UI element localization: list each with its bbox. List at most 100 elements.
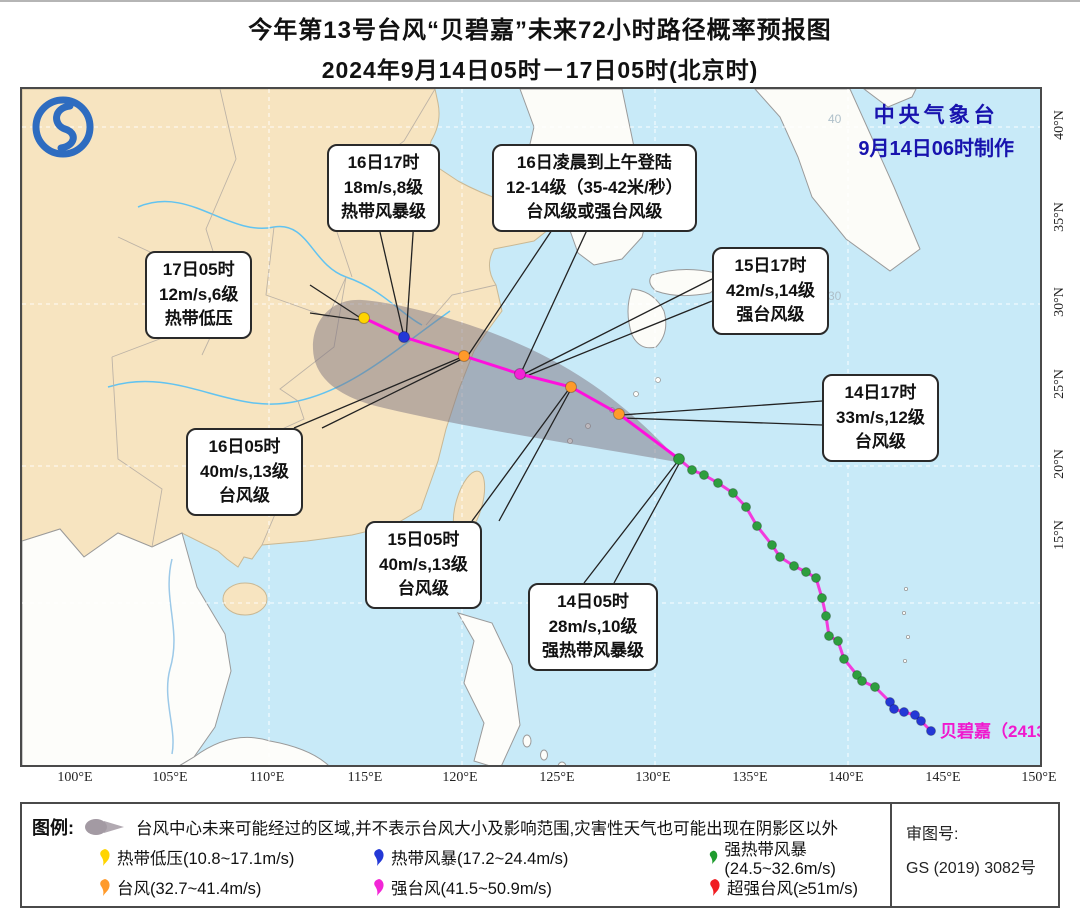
philippine-islet — [557, 761, 567, 765]
x-tick: 125°E — [539, 770, 575, 785]
y-tick: 40°N — [1052, 110, 1067, 140]
y-tick: 35°N — [1052, 202, 1067, 232]
x-tick: 105°E — [152, 770, 188, 785]
callout-15d05h: 15日05时 40m/s,13级 台风级 — [365, 521, 482, 609]
x-tick: 145°E — [925, 770, 961, 785]
longitude-axis: 100°E 105°E 110°E 115°E 120°E 125°E 130°… — [20, 770, 1056, 794]
philippine-islet — [540, 749, 548, 761]
x-tick: 150°E — [1021, 770, 1057, 785]
page-subtitle: 2024年9月14日05时－17日05时(北京时) — [321, 57, 759, 83]
track-point-sts — [775, 552, 785, 562]
legend-item-td: 热带低压(10.8~17.1m/s) — [32, 845, 372, 869]
td-marker-icon — [100, 848, 110, 866]
issue-time: 9月14日06时制作 — [858, 138, 1014, 160]
callout-17d05h: 17日05时 12m/s,6级 热带低压 — [145, 251, 253, 339]
track-point-sts — [839, 654, 849, 664]
track-point-sty — [514, 368, 526, 380]
title-block: 今年第13号台风“贝碧嘉”未来72小时路径概率预报图 2024年9月14日05时… — [0, 10, 1080, 85]
track-point-sts — [821, 611, 831, 621]
track-point-ts — [885, 697, 895, 707]
track-point-sts — [699, 470, 709, 480]
legend-item-ty: 台风(32.7~41.4m/s) — [32, 875, 372, 899]
review-label: 审图号: — [906, 826, 959, 843]
indochina-landmass — [22, 528, 232, 765]
track-point-ts — [398, 331, 410, 343]
callout-16d17h: 16日17时 18m/s,8级 热带风暴级 — [327, 144, 440, 232]
forecast-map: 40 30 20 — [20, 87, 1042, 767]
track-point-ts — [899, 707, 909, 717]
track-point-ts — [889, 704, 899, 714]
x-tick: 110°E — [249, 770, 285, 785]
page-title: 今年第13号台风“贝碧嘉”未来72小时路径概率预报图 — [248, 17, 832, 44]
y-tick: 20°N — [1052, 449, 1067, 479]
ty-marker-icon — [100, 878, 110, 896]
typhoon-tracks — [358, 312, 936, 736]
track-point-td — [358, 312, 370, 324]
track-point-sts — [673, 453, 685, 465]
map-review-number: 审图号: GS (2019) 3082号 — [890, 804, 1058, 906]
cone-legend-icon — [85, 819, 124, 835]
legend-item-super-ty: 超强台风(≥51m/s) — [708, 875, 880, 899]
track-point-sts — [811, 573, 821, 583]
legend-item-sty: 强台风(41.5~50.9m/s) — [372, 875, 708, 899]
track-point-ty — [458, 350, 470, 362]
track-point-sts — [728, 488, 738, 498]
track-point-ts — [926, 726, 936, 736]
track-point-sts — [752, 521, 762, 531]
x-tick: 120°E — [442, 770, 478, 785]
legend-item-ts: 热带风暴(17.2~24.4m/s) — [372, 845, 708, 869]
x-tick: 135°E — [732, 770, 768, 785]
callout-landfall: 16日凌晨到上午登陆 12-14级（35-42米/秒） 台风级或强台风级 — [492, 144, 697, 232]
latitude-axis: 40°N 35°N 30°N 25°N 20°N 15°N — [1044, 87, 1080, 767]
issuer-credit: 中央气象台 9月14日06时制作 — [858, 99, 1014, 161]
track-point-ty — [565, 381, 577, 393]
y-tick: 30°N — [1052, 287, 1067, 317]
legend-items: 图例: 台风中心未来可能经过的区域,并不表示台风大小及影响范围,灾害性天气也可能… — [22, 804, 890, 906]
storm-name-label: 贝碧嘉（2413） — [940, 722, 1040, 741]
track-point-sts — [741, 502, 751, 512]
super-ty-marker-icon — [710, 878, 720, 896]
ts-marker-icon — [374, 848, 384, 866]
track-point-sts — [687, 465, 697, 475]
legend-caption: 图例: — [32, 818, 74, 838]
callout-14d05h: 14日05时 28m/s,10级 强热带风暴级 — [528, 583, 658, 671]
japan-hokkaido — [863, 89, 917, 108]
track-point-sts — [801, 567, 811, 577]
philippine-islet — [522, 734, 532, 748]
track-point-sts — [833, 636, 843, 646]
japan-shikoku — [649, 268, 719, 297]
indochina-south — [179, 736, 329, 765]
svg-text:30: 30 — [828, 289, 842, 303]
sty-marker-icon — [374, 878, 384, 896]
track-point-sts — [857, 676, 867, 686]
track-point-sts — [767, 540, 777, 550]
x-tick: 115°E — [347, 770, 383, 785]
legend-item-sts: 强热带风暴(24.5~32.6m/s) — [708, 836, 880, 879]
japan-honshu — [754, 89, 921, 272]
track-point-ts — [916, 716, 926, 726]
x-tick: 100°E — [57, 770, 93, 785]
track-point-sts — [852, 670, 862, 680]
track-point-sts — [713, 478, 723, 488]
sts-marker-icon — [709, 850, 718, 864]
y-tick: 15°N — [1052, 520, 1067, 550]
svg-text:40: 40 — [828, 112, 842, 126]
cone-legend-note: 台风中心未来可能经过的区域,并不表示台风大小及影响范围,灾害性天气也可能出现在阴… — [136, 820, 839, 838]
track-point-sts — [817, 593, 827, 603]
hainan-island — [222, 582, 268, 616]
track-point-sts — [870, 682, 880, 692]
callout-leader-lines — [293, 218, 823, 584]
callout-14d17h: 14日17时 33m/s,12级 台风级 — [822, 374, 939, 462]
callout-16d05h: 16日05时 40m/s,13级 台风级 — [186, 428, 303, 516]
track-point-ts — [910, 710, 920, 720]
luzon-island — [456, 612, 521, 765]
review-value: GS (2019) 3082号 — [906, 859, 1036, 877]
track-point-ty — [613, 408, 625, 420]
cma-logo-icon — [32, 96, 94, 158]
issuer-name: 中央气象台 — [873, 104, 999, 127]
legend-panel: 图例: 台风中心未来可能经过的区域,并不表示台风大小及影响范围,灾害性天气也可能… — [20, 802, 1060, 908]
track-point-sts — [789, 561, 799, 571]
x-tick: 140°E — [828, 770, 864, 785]
x-tick: 130°E — [635, 770, 671, 785]
